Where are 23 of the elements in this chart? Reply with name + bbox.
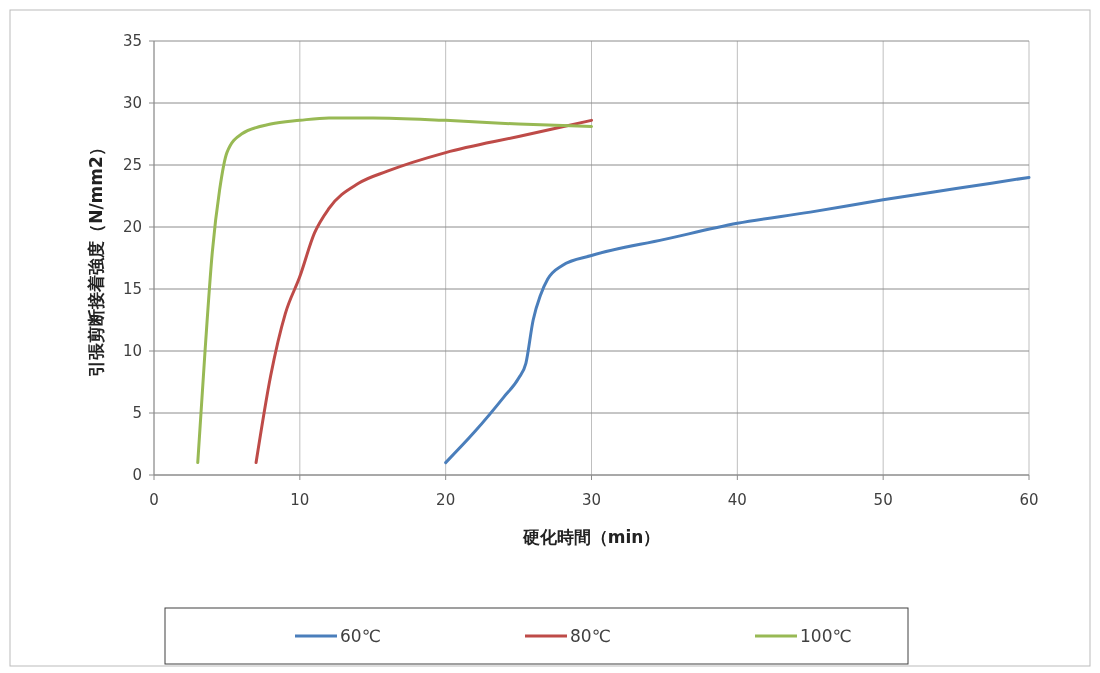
legend-label: 80℃ bbox=[570, 626, 611, 646]
x-tick-label: 10 bbox=[290, 491, 310, 509]
y-tick-label: 30 bbox=[122, 94, 142, 112]
y-tick-label: 25 bbox=[122, 156, 142, 174]
x-tick-label: 0 bbox=[149, 491, 159, 509]
y-tick-label: 10 bbox=[122, 342, 142, 360]
x-axis-title: 硬化時間（min） bbox=[521, 527, 661, 547]
legend-label: 100℃ bbox=[800, 626, 852, 646]
line-series bbox=[254, 118, 593, 465]
x-tick-label: 50 bbox=[873, 491, 893, 509]
y-tick-label: 5 bbox=[132, 404, 142, 422]
x-tick-label: 30 bbox=[581, 491, 602, 509]
y-axis-title: 引張剪断接着強度（N/mm2） bbox=[86, 139, 106, 377]
line-series bbox=[444, 175, 1031, 465]
y-tick-label: 20 bbox=[122, 218, 142, 236]
y-tick-label: 15 bbox=[122, 280, 142, 298]
line-series bbox=[196, 116, 593, 465]
x-tick-label: 20 bbox=[436, 491, 456, 509]
y-tick-label: 35 bbox=[122, 32, 142, 50]
y-tick-label: 0 bbox=[132, 466, 142, 484]
x-tick-label: 40 bbox=[727, 491, 747, 509]
x-tick-label: 60 bbox=[1019, 491, 1039, 509]
legend-label: 60℃ bbox=[340, 626, 381, 646]
